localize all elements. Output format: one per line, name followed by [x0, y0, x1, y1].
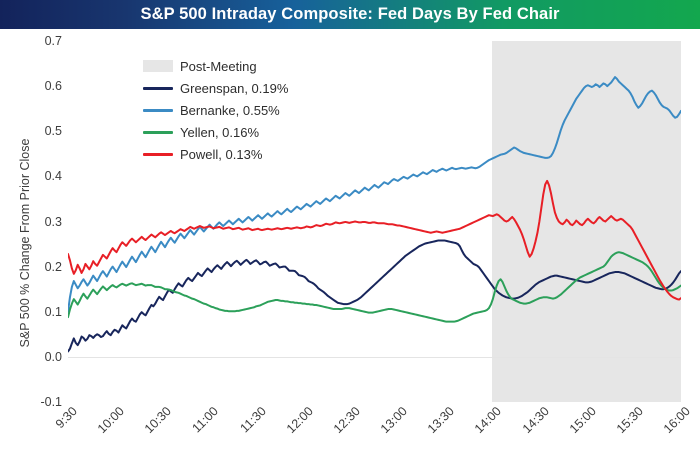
x-tick-label: 12:00 — [283, 404, 316, 437]
x-tick-label: 11:30 — [237, 404, 269, 436]
series-line-yellen — [68, 251, 681, 323]
x-tick-label: 14:30 — [519, 404, 552, 437]
legend-label: Post-Meeting — [180, 58, 257, 74]
x-tick-label: 13:30 — [425, 404, 458, 437]
legend-item[interactable]: Post-Meeting — [143, 55, 353, 77]
legend-line-swatch — [143, 86, 173, 90]
zero-gridline — [68, 356, 681, 358]
x-axis-tick-labels: 9:30 10:00 10:30 11:00 11:30 12:00 12:30 13:00 1… — [53, 404, 693, 453]
y-tick-label: 0.1 — [44, 304, 62, 319]
y-tick-label: 0.5 — [44, 124, 62, 139]
legend-label: Yellen, 0.16% — [180, 124, 260, 140]
y-tick-label: 0.4 — [44, 169, 62, 184]
y-tick-label: 0.3 — [44, 214, 62, 229]
legend-label: Bernanke, 0.55% — [180, 102, 280, 118]
legend-item[interactable]: Greenspan, 0.19% — [143, 77, 353, 99]
x-tick-label: 10:30 — [142, 404, 175, 437]
y-tick-label: 0.6 — [44, 79, 62, 94]
legend-line-swatch — [143, 108, 173, 112]
x-tick-label: 9:30 — [52, 404, 80, 432]
x-tick-label: 15:00 — [566, 404, 599, 437]
y-tick-label: 0.7 — [44, 34, 62, 48]
x-tick-label: 10:00 — [95, 404, 128, 437]
legend-line-swatch — [143, 130, 173, 134]
y-tick-label: 0.0 — [44, 349, 62, 364]
page-title: S&P 500 Intraday Composite: Fed Days By … — [140, 5, 560, 23]
x-tick-label: 14:00 — [472, 404, 505, 437]
legend-item[interactable]: Yellen, 0.16% — [143, 121, 353, 143]
legend-item[interactable]: Powell, 0.13% — [143, 143, 353, 165]
x-tick-label: 12:30 — [330, 404, 363, 437]
legend: Post-Meeting Greenspan, 0.19% Bernanke, 0.… — [143, 55, 353, 165]
x-tick-label: 13:00 — [377, 404, 410, 437]
legend-label: Powell, 0.13% — [180, 146, 263, 162]
legend-band-swatch — [143, 60, 173, 72]
series-line-powell — [68, 179, 681, 301]
y-tick-label: -0.1 — [40, 395, 62, 409]
legend-line-swatch — [143, 152, 173, 156]
title-bar: S&P 500 Intraday Composite: Fed Days By … — [0, 0, 700, 29]
y-axis-title-wrapper: S&P 500 % Change From Prior Close — [0, 41, 32, 402]
x-tick-label: 16:00 — [660, 404, 693, 437]
plot-area — [68, 41, 681, 402]
post-meeting-shaded-region — [492, 41, 681, 402]
x-tick-label: 11:00 — [189, 404, 222, 436]
y-axis-tick-labels: 0.7 0.6 0.5 0.4 0.3 0.2 0.1 0.0 -0.1 — [18, 35, 62, 409]
series-line-greenspan — [68, 239, 681, 353]
legend-item[interactable]: Bernanke, 0.55% — [143, 99, 353, 121]
legend-label: Greenspan, 0.19% — [180, 80, 289, 96]
x-tick-label: 15:30 — [613, 404, 646, 437]
series-line-bernanke — [68, 76, 681, 313]
y-tick-label: 0.2 — [44, 259, 62, 274]
series-lines — [68, 76, 681, 353]
